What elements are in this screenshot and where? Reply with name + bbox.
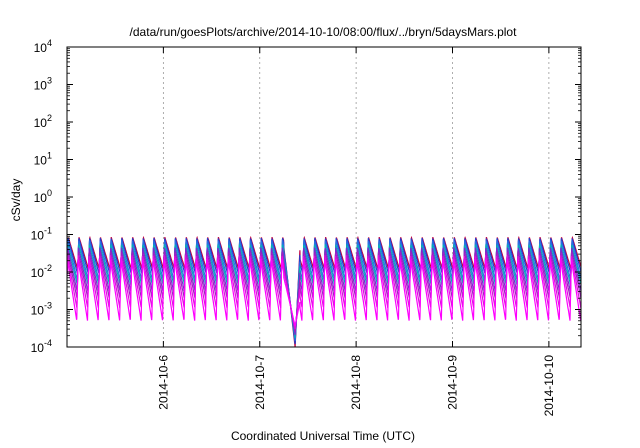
y-tick-label: 10-4 xyxy=(31,338,52,355)
x-tick-label: 2014-10-9 xyxy=(446,355,460,410)
chart-title: /data/run/goesPlots/archive/2014-10-10/0… xyxy=(130,25,518,39)
y-tick-label: 10-2 xyxy=(31,263,52,280)
y-axis-label: cSv/day xyxy=(9,179,23,222)
x-axis-label: Coordinated Universal Time (UTC) xyxy=(231,429,415,443)
x-tick-label: 2014-10-8 xyxy=(349,355,363,410)
x-tick-label: 2014-10-10 xyxy=(542,355,556,417)
series-line xyxy=(67,259,581,327)
y-tick-label: 104 xyxy=(34,38,52,55)
x-tick-label: 2014-10-6 xyxy=(156,355,170,410)
y-tick-label: 102 xyxy=(34,113,52,130)
y-tick-label: 10-3 xyxy=(31,301,52,318)
y-axis: 10-4 10-3 10-2 10-1 100 101 102 103 104 xyxy=(31,38,581,355)
y-tick-label: 103 xyxy=(34,76,52,93)
x-axis: 2014-10-6 2014-10-7 2014-10-8 2014-10-9 2014… xyxy=(156,47,556,416)
y-tick-label: 10-1 xyxy=(31,226,52,243)
x-tick-label: 2014-10-7 xyxy=(253,355,267,410)
y-tick-label: 101 xyxy=(34,151,52,168)
y-tick-label: 100 xyxy=(34,188,52,205)
plot-area xyxy=(66,46,582,348)
